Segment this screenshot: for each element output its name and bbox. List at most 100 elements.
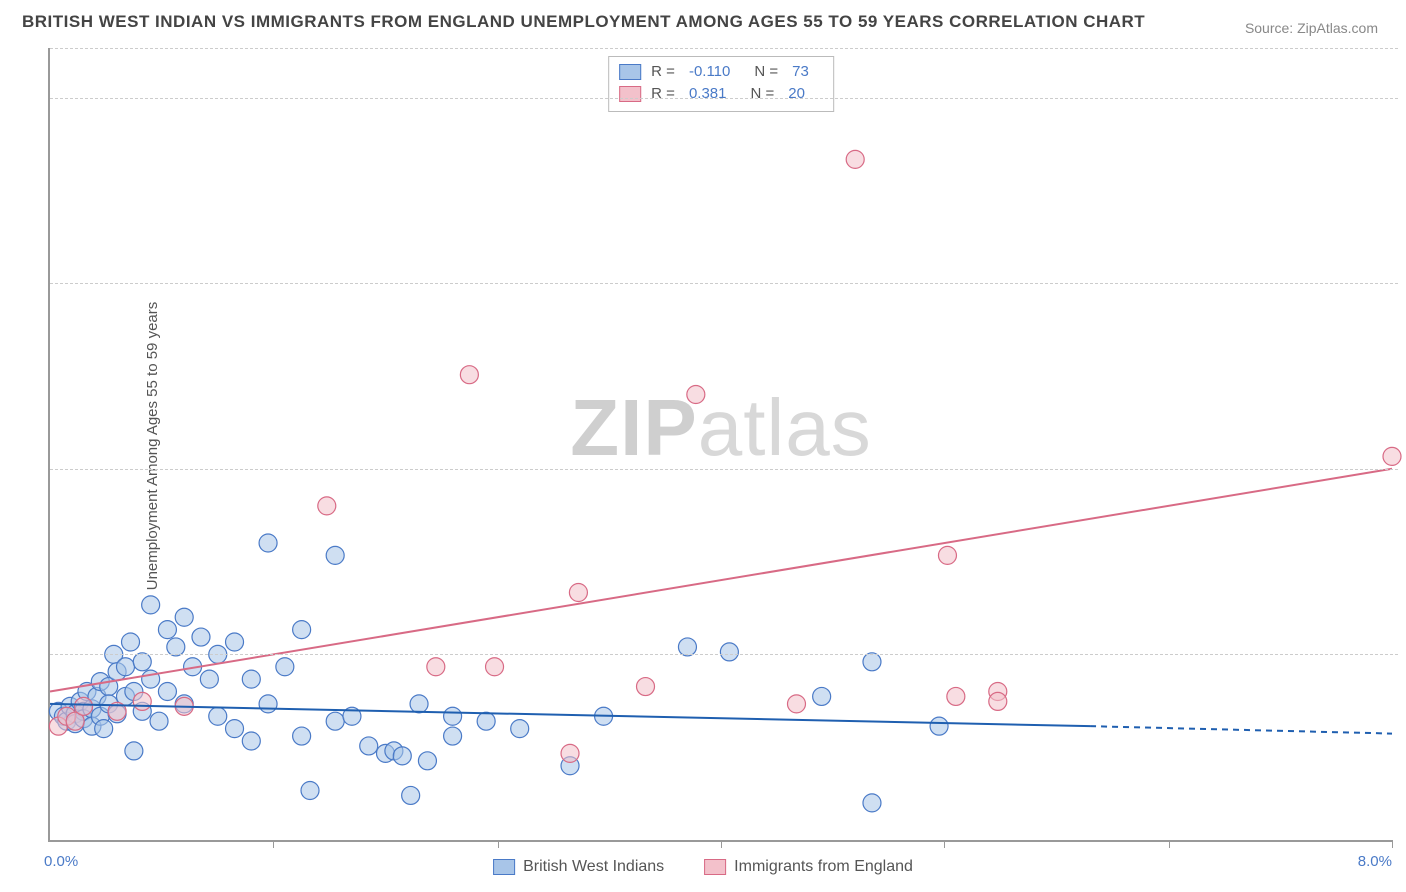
legend-n-label: N =: [750, 83, 774, 105]
y-tick-label: 30.0%: [1402, 89, 1406, 106]
data-point: [846, 150, 864, 168]
data-point: [133, 692, 151, 710]
data-point: [989, 692, 1007, 710]
data-point: [259, 534, 277, 552]
data-point: [360, 737, 378, 755]
trend-line: [50, 469, 1392, 692]
legend-r-value: 0.381: [689, 83, 727, 105]
x-tick: [721, 840, 722, 848]
data-point: [511, 720, 529, 738]
data-point: [318, 497, 336, 515]
legend-swatch: [704, 859, 726, 875]
legend-swatch: [619, 86, 641, 102]
series-legend-item: Immigrants from England: [704, 858, 913, 876]
data-point: [938, 546, 956, 564]
data-point: [75, 697, 93, 715]
data-point: [637, 678, 655, 696]
data-point: [569, 584, 587, 602]
data-point: [226, 720, 244, 738]
data-point: [209, 707, 227, 725]
data-point: [150, 712, 168, 730]
data-point: [720, 643, 738, 661]
legend-r-label: R =: [651, 61, 675, 83]
data-point: [192, 628, 210, 646]
data-point: [125, 742, 143, 760]
y-tick-label: 7.5%: [1402, 646, 1406, 663]
data-point: [863, 794, 881, 812]
series-legend-label: Immigrants from England: [734, 858, 913, 876]
legend-swatch: [493, 859, 515, 875]
data-point: [167, 638, 185, 656]
trend-line: [50, 704, 1090, 726]
data-point: [259, 695, 277, 713]
legend-n-label: N =: [754, 61, 778, 83]
data-point: [813, 687, 831, 705]
data-point: [561, 744, 579, 762]
data-point: [142, 596, 160, 614]
data-point: [276, 658, 294, 676]
data-point: [158, 683, 176, 701]
data-point: [293, 621, 311, 639]
series-legend-label: British West Indians: [523, 858, 664, 876]
gridline: [50, 48, 1398, 49]
x-tick: [944, 840, 945, 848]
data-point: [95, 720, 113, 738]
data-point: [863, 653, 881, 671]
y-tick-label: 22.5%: [1402, 275, 1406, 292]
gridline: [50, 283, 1398, 284]
data-point: [242, 670, 260, 688]
x-tick: [498, 840, 499, 848]
gridline: [50, 98, 1398, 99]
data-point: [393, 747, 411, 765]
data-point: [477, 712, 495, 730]
data-point: [410, 695, 428, 713]
legend-r-label: R =: [651, 83, 675, 105]
data-point: [226, 633, 244, 651]
data-point: [293, 727, 311, 745]
legend-stat-row: R = 0.381 N = 20: [619, 83, 823, 105]
legend-swatch: [619, 64, 641, 80]
data-point: [947, 687, 965, 705]
x-tick: [1392, 840, 1393, 848]
stats-legend: R = -0.110 N = 73 R = 0.381 N = 20: [608, 56, 834, 112]
legend-n-value: 73: [792, 61, 809, 83]
y-tick-label: 15.0%: [1402, 460, 1406, 477]
source-attribution: Source: ZipAtlas.com: [1245, 20, 1378, 36]
gridline: [50, 654, 1398, 655]
data-point: [418, 752, 436, 770]
data-point: [444, 707, 462, 725]
trend-line-extrapolated: [1090, 726, 1392, 733]
data-point: [486, 658, 504, 676]
plot-area: ZIPatlas R =-0.110N =73R =0.381N =20 7.5…: [48, 48, 1392, 842]
series-legend: British West Indians Immigrants from Engl…: [493, 858, 913, 876]
chart-title: BRITISH WEST INDIAN VS IMMIGRANTS FROM E…: [22, 12, 1145, 32]
data-point: [133, 653, 151, 671]
series-legend-item: British West Indians: [493, 858, 664, 876]
data-point: [326, 546, 344, 564]
x-tick: [273, 840, 274, 848]
data-point: [678, 638, 696, 656]
data-point: [787, 695, 805, 713]
data-point: [301, 782, 319, 800]
data-point: [242, 732, 260, 750]
data-point: [460, 366, 478, 384]
legend-stat-row: R = -0.110 N = 73: [619, 61, 823, 83]
data-point: [427, 658, 445, 676]
gridline: [50, 469, 1398, 470]
scatter-svg: [50, 48, 1392, 840]
x-axis-max: 8.0%: [1358, 853, 1392, 870]
x-tick: [1169, 840, 1170, 848]
data-point: [444, 727, 462, 745]
data-point: [122, 633, 140, 651]
data-point: [402, 786, 420, 804]
legend-r-value: -0.110: [689, 61, 730, 83]
data-point: [116, 658, 134, 676]
data-point: [930, 717, 948, 735]
x-axis-origin: 0.0%: [44, 853, 78, 870]
data-point: [687, 386, 705, 404]
data-point: [1383, 447, 1401, 465]
data-point: [200, 670, 218, 688]
data-point: [326, 712, 344, 730]
data-point: [175, 608, 193, 626]
legend-n-value: 20: [788, 83, 805, 105]
